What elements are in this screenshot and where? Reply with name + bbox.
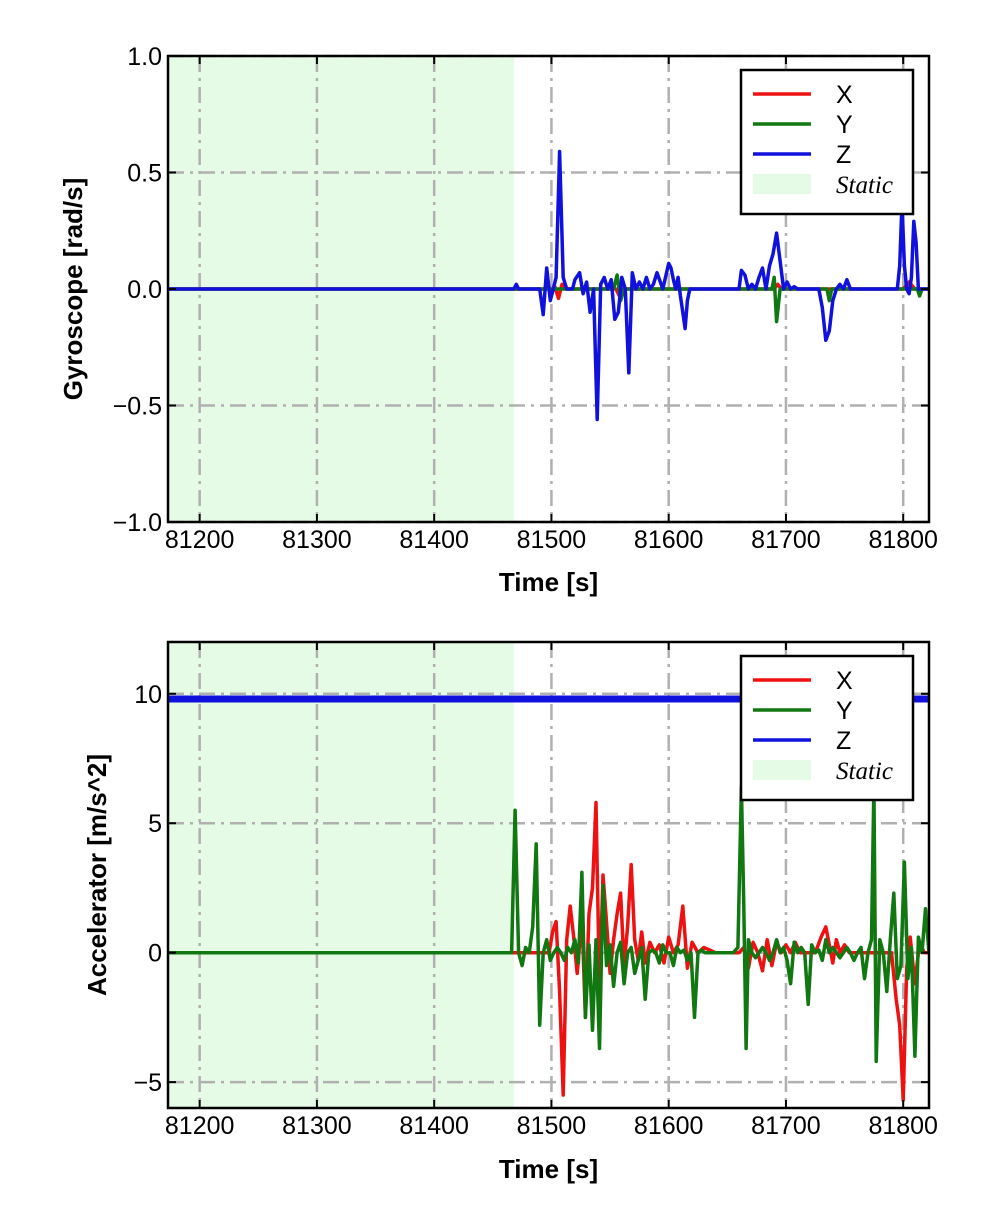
- legend-label-z: Z: [836, 141, 851, 169]
- x-tick-label: 81700: [751, 526, 821, 554]
- series-z-line: [168, 149, 929, 422]
- x-tick-label: 81400: [399, 1112, 469, 1140]
- x-tick-label: 81500: [517, 526, 587, 554]
- y-tick-label: −0.5: [113, 393, 162, 421]
- legend-swatch-static: [753, 760, 811, 780]
- legend-label-static: Static: [836, 758, 893, 785]
- y-tick-label: 0: [148, 940, 162, 968]
- plot-frame: [166, 640, 931, 1110]
- y-tick-label: 5: [148, 810, 162, 838]
- x-tick-label: 81600: [634, 1112, 704, 1140]
- y-axis-title: Accelerator [m/s^2]: [82, 754, 112, 996]
- y-tick-label: 0.5: [127, 160, 162, 188]
- legend: XYZ Static: [739, 68, 915, 216]
- x-tick-label: 81800: [868, 526, 938, 554]
- legend-label-z: Z: [836, 727, 851, 755]
- legend-label-y: Y: [836, 111, 853, 139]
- chart-panel-2: 81200 81300 81400 81500 81600 81700 81800 10 5 0 −…: [82, 640, 938, 1184]
- y-tick-label: 1.0: [127, 43, 162, 71]
- series-group: [168, 149, 929, 422]
- x-tick-label: 81700: [751, 1112, 821, 1140]
- y-tick-label: −5: [133, 1069, 162, 1097]
- x-tick-label: 81200: [165, 1112, 235, 1140]
- x-tick-label: 81800: [868, 1112, 938, 1140]
- y-tick-label: 0.0: [127, 276, 162, 304]
- series-y-line: [168, 273, 929, 324]
- x-tick-label: 81300: [282, 1112, 352, 1140]
- x-tick-label: 81400: [399, 526, 469, 554]
- legend-swatch-static: [753, 174, 811, 194]
- y-tick-label: −1.0: [113, 509, 162, 537]
- y-tick-label: 10: [134, 681, 162, 709]
- y-axis-title: Gyroscope [rad/s]: [58, 178, 88, 401]
- x-tick-label: 81200: [165, 526, 235, 554]
- static-region: [168, 642, 514, 1108]
- legend-label-x: X: [836, 667, 853, 695]
- x-tick-label: 81500: [517, 1112, 587, 1140]
- legend-label-static: Static: [836, 172, 893, 199]
- series-y-line: [168, 782, 929, 1064]
- legend-label-y: Y: [836, 697, 853, 725]
- x-tick-label: 81300: [282, 526, 352, 554]
- legend: XYZ Static: [739, 654, 915, 802]
- x-tick-label: 81600: [634, 526, 704, 554]
- x-axis-title: Time [s]: [499, 1154, 598, 1184]
- x-axis-title: Time [s]: [499, 567, 598, 597]
- legend-label-x: X: [836, 81, 853, 109]
- chart-panel-1: 81200 81300 81400 81500 81600 81700 81800 1.0 0.…: [58, 43, 938, 597]
